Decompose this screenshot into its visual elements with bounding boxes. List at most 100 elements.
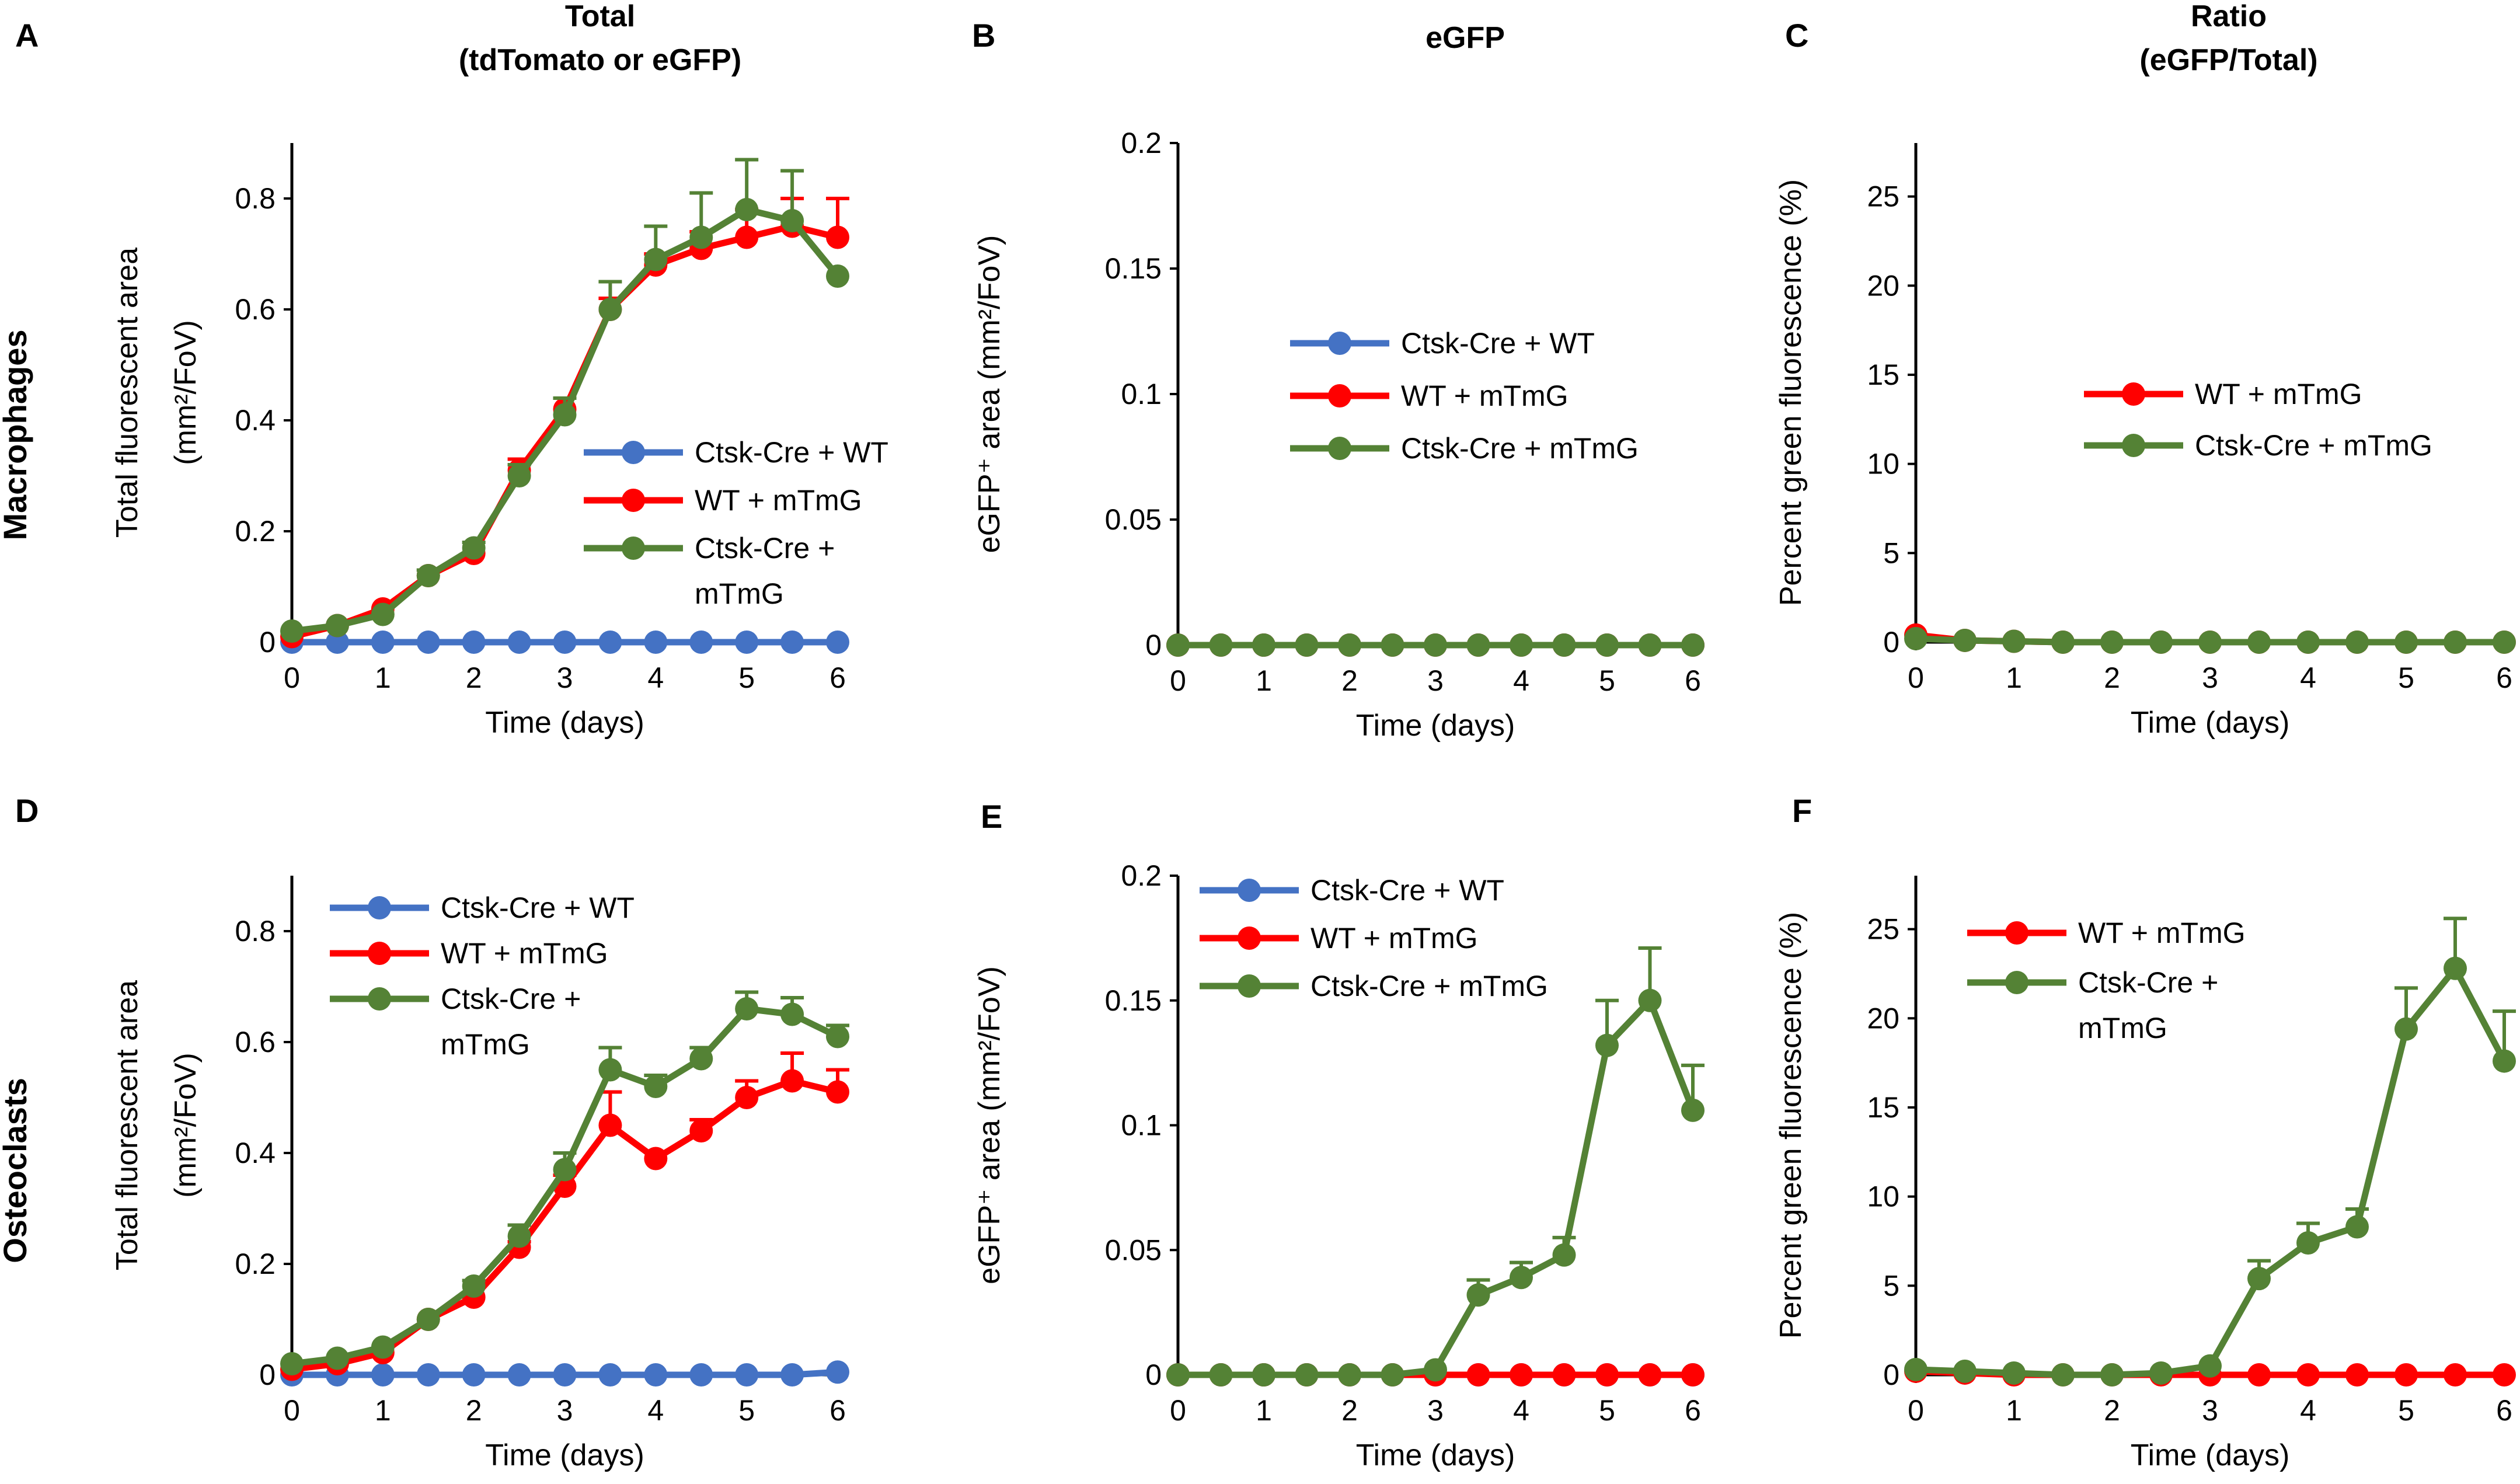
y-tick-label-c: 0 (1883, 626, 1899, 659)
y-tick-label-b: 0.15 (1105, 252, 1162, 285)
legend-label-a: Ctsk-Cre + WT (695, 436, 888, 469)
x-tick-label-f: 4 (2300, 1394, 2316, 1427)
data-point-f (2296, 1363, 2320, 1387)
data-point-c (2493, 630, 2516, 654)
data-point-c (2100, 630, 2124, 654)
x-tick-label-a: 0 (284, 661, 300, 694)
data-point-d (280, 1352, 304, 1375)
data-point-b (1510, 633, 1533, 657)
x-tick-label-d: 1 (375, 1394, 391, 1427)
series-green-a (280, 158, 849, 643)
data-point-b (1295, 633, 1319, 657)
data-point-b (1252, 633, 1275, 657)
x-tick-label-d: 3 (557, 1394, 573, 1427)
data-point-c (2345, 630, 2369, 654)
legend-swatch-marker-d (368, 987, 391, 1011)
col-title-egfp: eGFP (1425, 21, 1505, 55)
y-tick-label-c: 5 (1883, 537, 1899, 569)
x-tick-label-b: 4 (1513, 664, 1529, 697)
data-point-f (1904, 1357, 1928, 1381)
y-tick-label-a: 0.6 (235, 293, 276, 326)
data-point-c (1953, 628, 1977, 652)
data-point-e (1552, 1363, 1576, 1387)
data-point-a (553, 403, 577, 427)
series-line-e (1178, 997, 1696, 1378)
legend-swatch-marker-e (1238, 879, 1261, 902)
data-point-e (1466, 1363, 1490, 1387)
x-tick-label-c: 1 (2006, 661, 2022, 694)
data-point-d (826, 1360, 849, 1384)
legend-swatch-marker-d (368, 896, 391, 919)
legend-label-e: Ctsk-Cre + mTmG (1310, 970, 1548, 1002)
y-axis-title-c: Percent green fluorescence (%) (1774, 179, 1808, 606)
data-point-e (1510, 1363, 1533, 1387)
legend-b: Ctsk-Cre + WT WT + mTmG Ctsk-Cre + mTmG (1290, 327, 1639, 465)
legend-a: Ctsk-Cre + WT WT + mTmG Ctsk-Cre + mTmG (584, 436, 888, 610)
legend-label-b: Ctsk-Cre + WT (1401, 327, 1595, 360)
legend-label-d: Ctsk-Cre + (441, 983, 581, 1015)
data-point-f (2247, 1363, 2271, 1387)
y-tick-label-f: 20 (1867, 1002, 1899, 1034)
data-point-e (1681, 1098, 1705, 1122)
data-point-a (371, 630, 395, 654)
data-point-b (1466, 633, 1490, 657)
data-point-a (462, 536, 486, 560)
data-point-a (280, 619, 304, 643)
data-point-b (1381, 633, 1404, 657)
data-point-e (1466, 1283, 1490, 1307)
legend-swatch-marker-c (2122, 434, 2145, 457)
y-tick-label-d: 0.4 (235, 1137, 276, 1169)
data-point-c (2002, 629, 2026, 653)
x-tick-label-b: 1 (1256, 664, 1272, 697)
y-axis-title-f: Percent green fluorescence (%) (1774, 912, 1808, 1339)
legend-label-b: WT + mTmG (1401, 379, 1569, 412)
legend-swatch-marker-b (1328, 384, 1351, 407)
x-tick-label-d: 6 (829, 1394, 846, 1427)
legend-d: Ctsk-Cre + WT WT + mTmG Ctsk-Cre + mTmG (330, 891, 635, 1061)
data-point-d (416, 1308, 440, 1331)
data-point-d (553, 1158, 577, 1182)
data-point-b (1638, 633, 1662, 657)
x-tick-label-d: 5 (738, 1394, 755, 1427)
data-point-d (780, 1069, 804, 1093)
x-tick-label-d: 0 (284, 1394, 300, 1427)
data-point-d (598, 1363, 622, 1387)
series-green-b (1166, 633, 1705, 657)
y-tick-label-b: 0.1 (1121, 378, 1162, 410)
y-tick-label-f: 5 (1883, 1269, 1899, 1302)
data-point-d (507, 1363, 531, 1387)
x-tick-label-d: 4 (647, 1394, 664, 1427)
data-point-f (2493, 1049, 2516, 1073)
y-tick-label-c: 20 (1867, 269, 1899, 302)
y-tick-label-c: 10 (1867, 448, 1899, 480)
x-tick-label-a: 1 (375, 661, 391, 694)
x-tick-label-a: 3 (557, 661, 573, 694)
y-axis-title-e: eGFP⁺ area (mm²/FoV) (973, 966, 1006, 1284)
x-tick-label-c: 4 (2300, 661, 2316, 694)
data-point-e (1552, 1243, 1576, 1267)
data-point-c (2149, 630, 2173, 654)
y-tick-label-e: 0.15 (1105, 984, 1162, 1017)
panel-letter-a: A (15, 17, 39, 54)
y-tick-label-a: 0 (259, 626, 276, 659)
data-point-a (644, 630, 668, 654)
x-tick-label-e: 0 (1170, 1394, 1186, 1427)
legend-label-a: Ctsk-Cre + (695, 532, 835, 565)
data-point-d (462, 1274, 486, 1298)
data-point-f (2247, 1267, 2271, 1291)
data-point-a (780, 209, 804, 232)
y-tick-label-a: 0.2 (235, 515, 276, 548)
y-tick-label-e: 0.05 (1105, 1234, 1162, 1266)
panel-letter-f: F (1792, 792, 1812, 829)
x-tick-label-e: 6 (1685, 1394, 1701, 1427)
legend-label-a: mTmG (695, 577, 784, 610)
y-tick-label-d: 0.8 (235, 915, 276, 947)
y-tick-label-d: 0.2 (235, 1248, 276, 1280)
data-point-d (371, 1363, 395, 1387)
x-tick-label-f: 3 (2202, 1394, 2218, 1427)
x-tick-label-d: 2 (466, 1394, 482, 1427)
data-point-a (735, 198, 759, 221)
data-point-d (826, 1025, 849, 1048)
data-point-f (2002, 1361, 2026, 1385)
